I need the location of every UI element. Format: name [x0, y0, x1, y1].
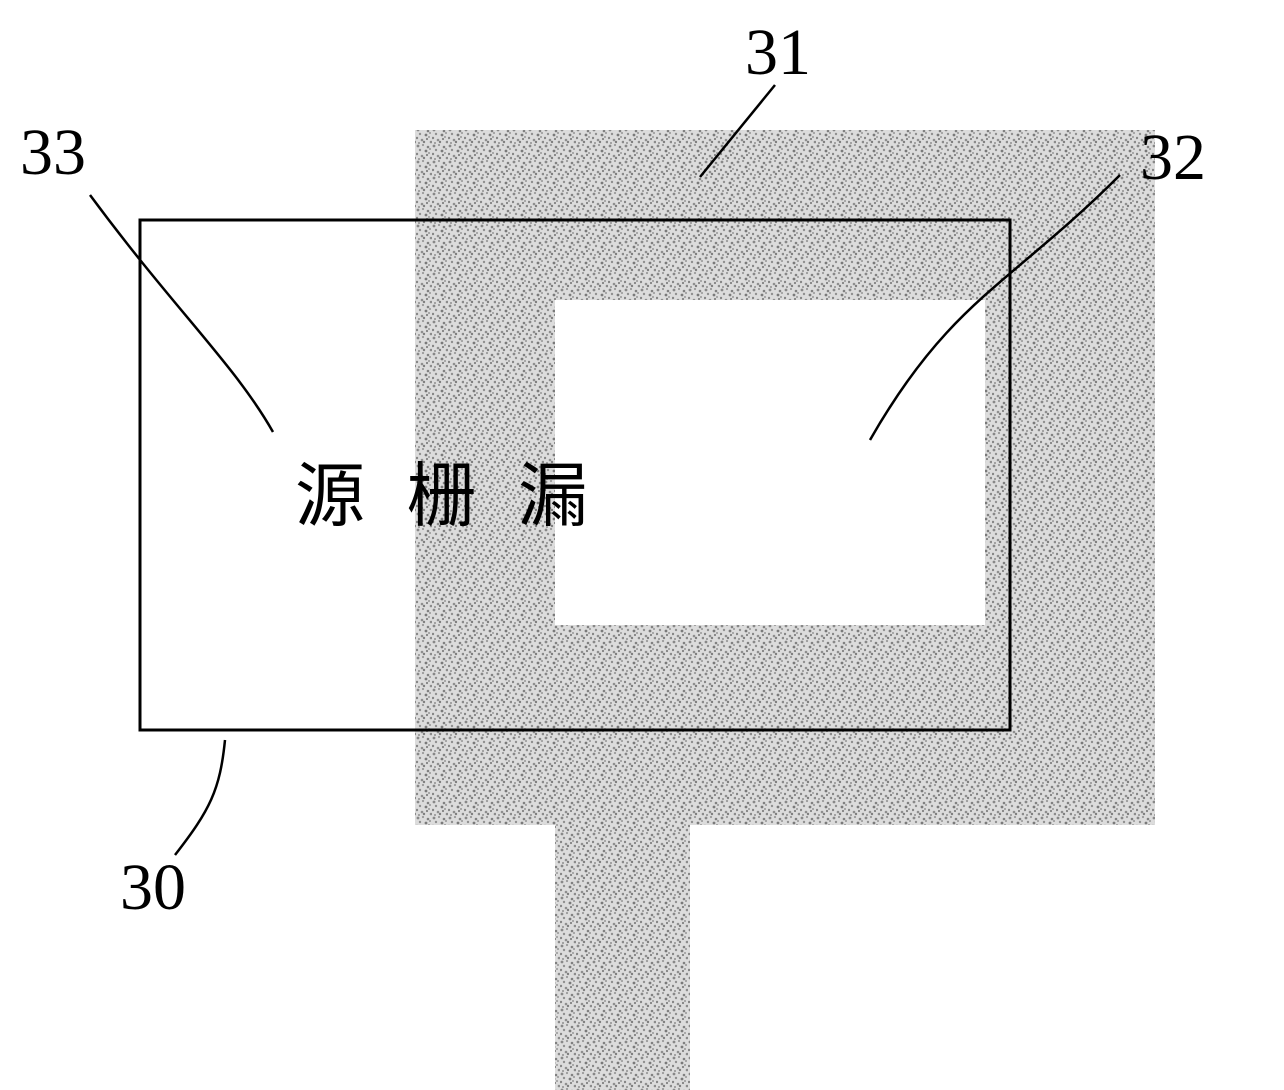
leader-30 [175, 740, 225, 855]
gate-stem [555, 825, 690, 1090]
diagram-svg [0, 0, 1284, 1090]
label-31: 31 [745, 15, 811, 91]
diagram-canvas: 31 32 33 30 源 栅 漏 [0, 0, 1284, 1090]
label-32: 32 [1140, 120, 1206, 196]
leader-33 [90, 195, 273, 432]
label-33: 33 [20, 115, 86, 191]
label-30: 30 [120, 850, 186, 926]
label-sgd: 源 栅 漏 [295, 440, 600, 541]
